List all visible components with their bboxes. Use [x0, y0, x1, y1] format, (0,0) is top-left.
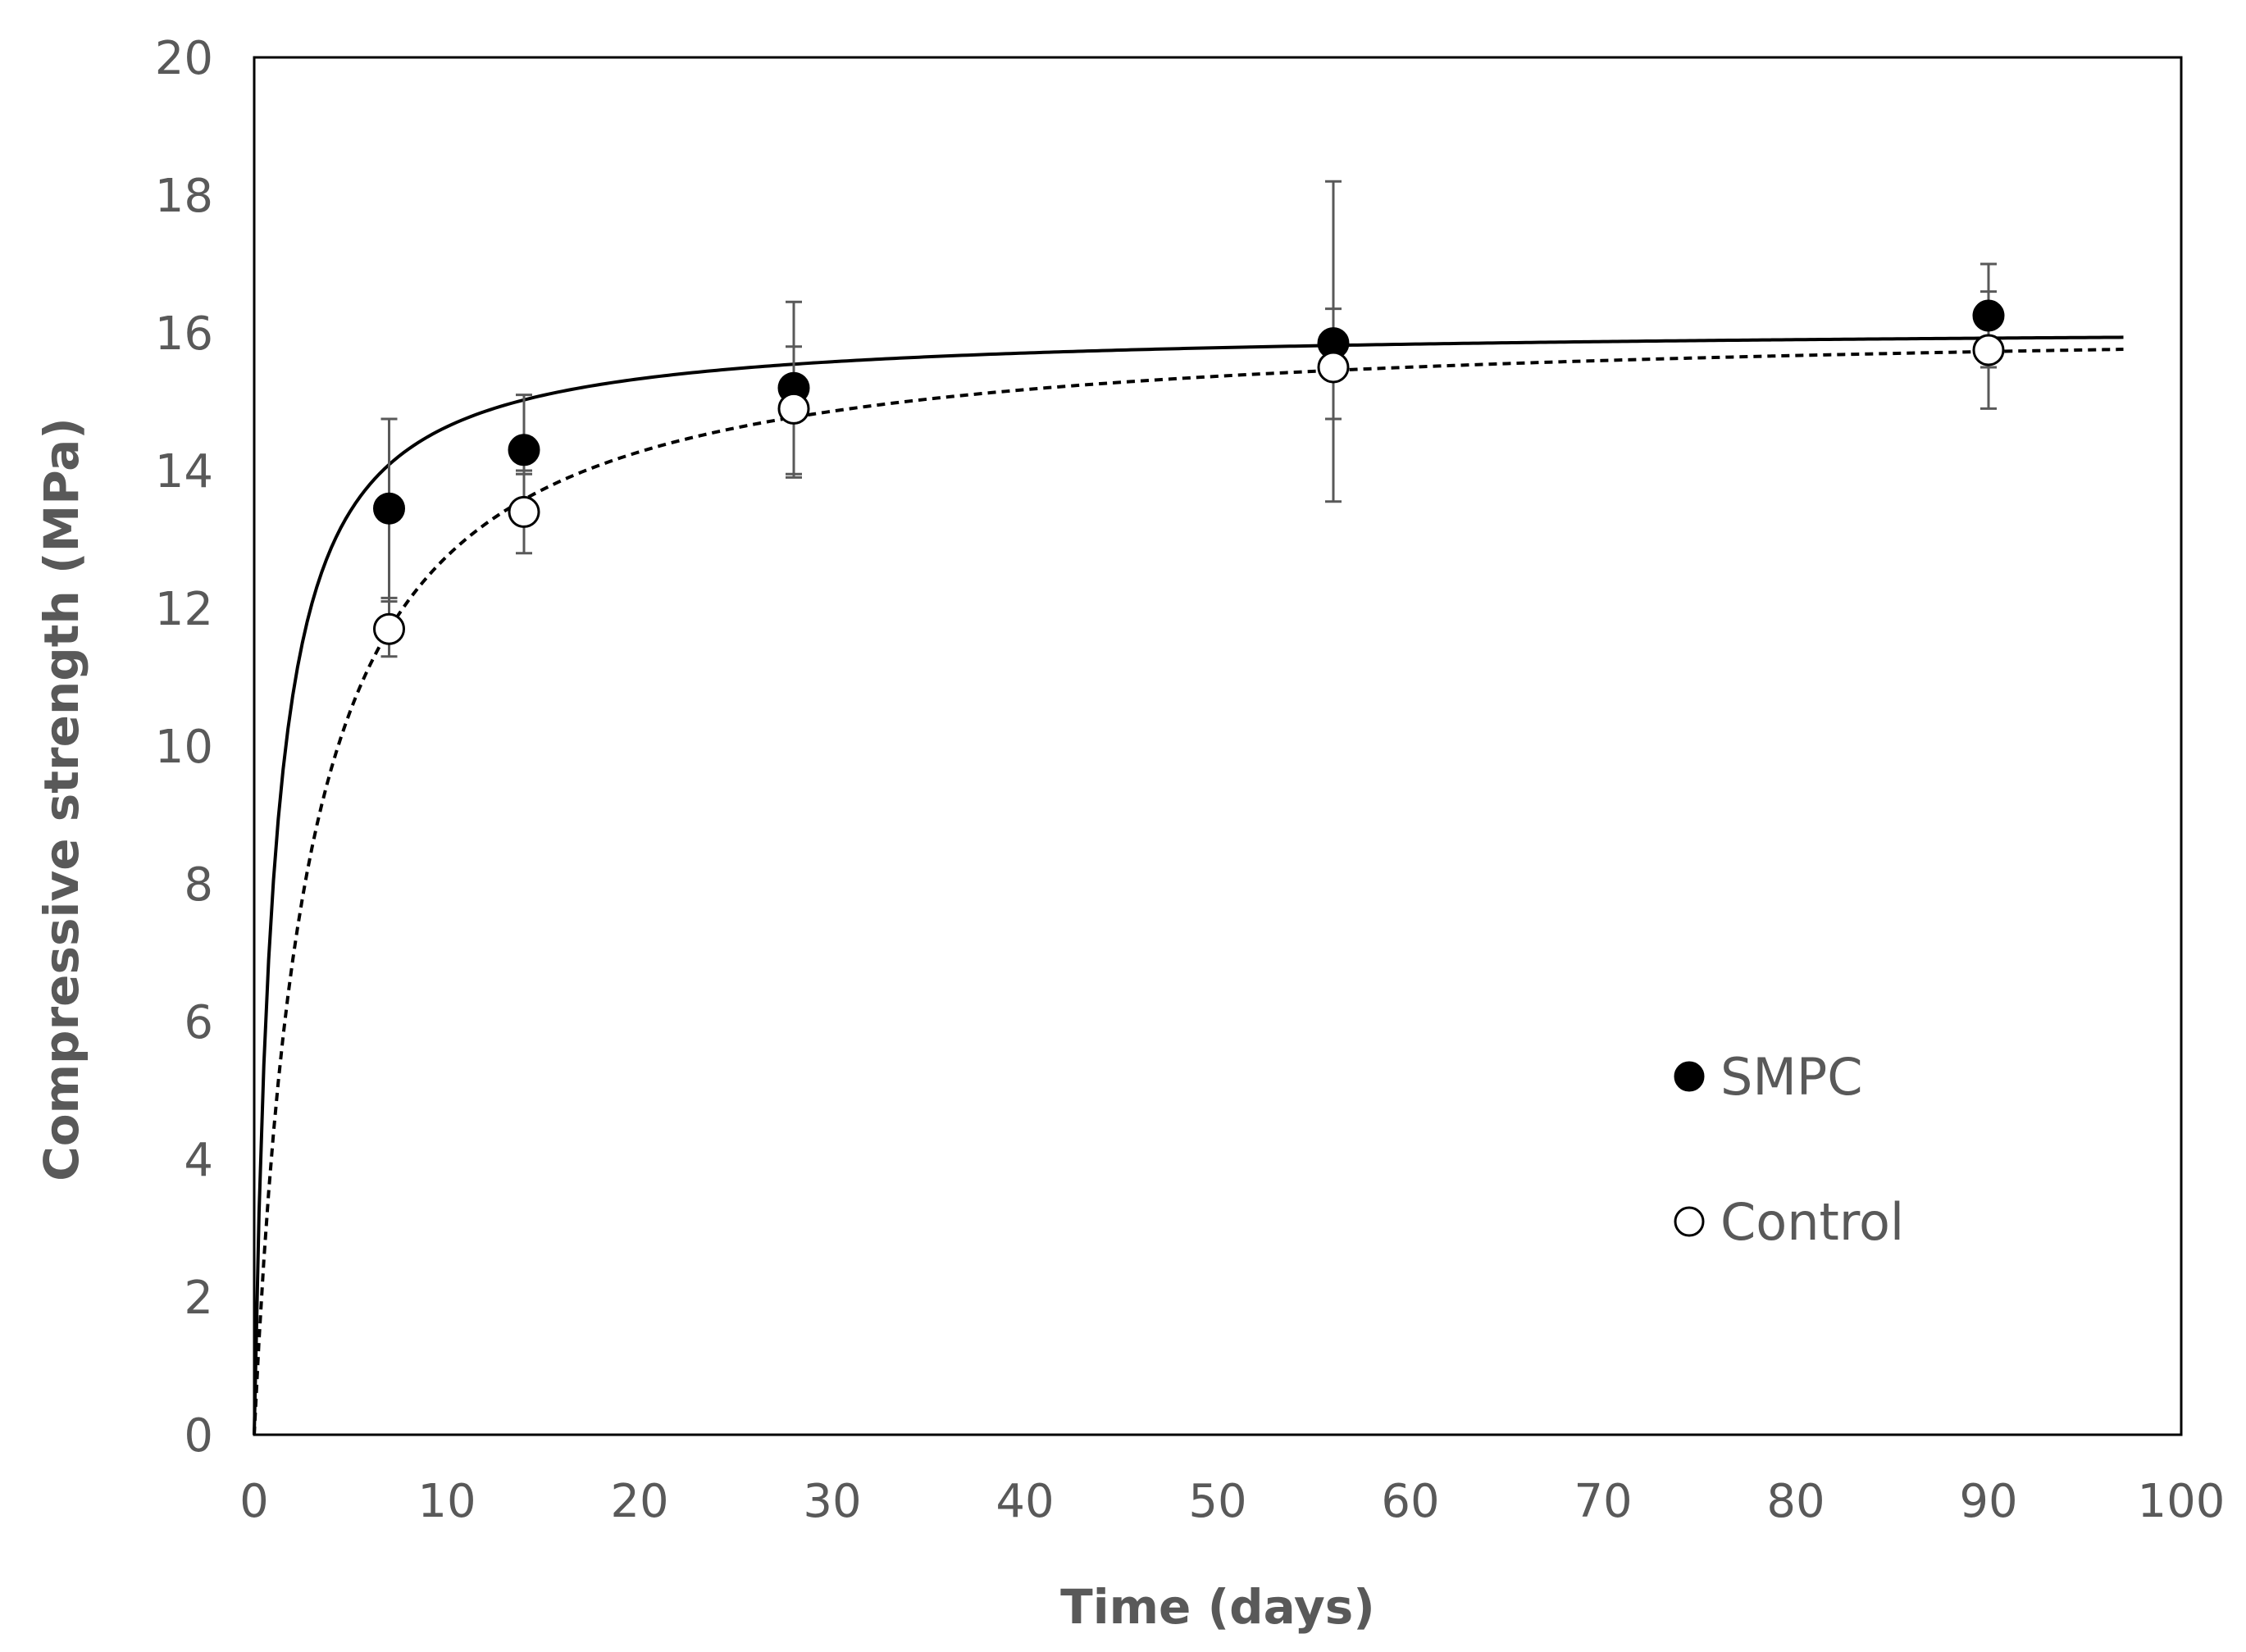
x-axis-ticks: 0 10 20 30 40 50 60 70 80 90 100 — [239, 1475, 2225, 1528]
y-tick-label: 20 — [155, 32, 213, 85]
y-tick-label: 12 — [155, 583, 213, 636]
x-tick-label: 40 — [995, 1475, 1054, 1528]
x-tick-label: 30 — [803, 1475, 861, 1528]
data-point-control — [1972, 334, 2005, 366]
y-tick-label: 16 — [155, 307, 213, 361]
fit-curve-smpc — [253, 335, 2124, 1436]
data-points — [373, 299, 2005, 645]
y-tick-label: 0 — [184, 1409, 213, 1463]
data-point-control — [373, 612, 405, 645]
x-tick-label: 100 — [2138, 1475, 2225, 1528]
y-tick-label: 6 — [184, 996, 213, 1049]
legend-label-smpc: SMPC — [1720, 1047, 1863, 1107]
x-tick-label: 50 — [1188, 1475, 1246, 1528]
y-axis-title: Compressive strength (MPa) — [34, 417, 89, 1181]
y-tick-label: 8 — [184, 858, 213, 912]
plot-area-frame — [253, 56, 2183, 1436]
y-tick-label: 4 — [184, 1134, 213, 1187]
data-point-control — [777, 392, 810, 425]
y-tick-label: 2 — [184, 1272, 213, 1325]
data-point-smpc — [1972, 299, 2005, 332]
data-point-smpc — [508, 434, 540, 466]
legend-marker-smpc — [1674, 1061, 1705, 1092]
y-tick-label: 10 — [155, 721, 213, 774]
x-tick-label: 70 — [1574, 1475, 1632, 1528]
x-tick-label: 90 — [1959, 1475, 2017, 1528]
x-tick-label: 80 — [1766, 1475, 1825, 1528]
x-tick-label: 20 — [610, 1475, 668, 1528]
legend-marker-control — [1674, 1206, 1705, 1237]
data-point-control — [1317, 351, 1350, 384]
fit-curve-control — [253, 348, 2124, 1436]
y-tick-label: 14 — [155, 445, 213, 498]
x-tick-label: 60 — [1381, 1475, 1439, 1528]
x-tick-label: 10 — [417, 1475, 476, 1528]
y-tick-label: 18 — [155, 170, 213, 223]
x-axis-title: Time (days) — [1060, 1579, 1375, 1635]
data-point-control — [508, 495, 540, 528]
x-tick-label: 0 — [239, 1475, 269, 1528]
y-axis-ticks: 0 2 4 6 8 10 12 14 16 18 20 — [155, 32, 213, 1463]
legend: SMPC Control — [1674, 1047, 1904, 1252]
data-point-smpc — [373, 492, 405, 525]
legend-label-control: Control — [1720, 1192, 1904, 1252]
fit-curves — [253, 335, 2124, 1436]
